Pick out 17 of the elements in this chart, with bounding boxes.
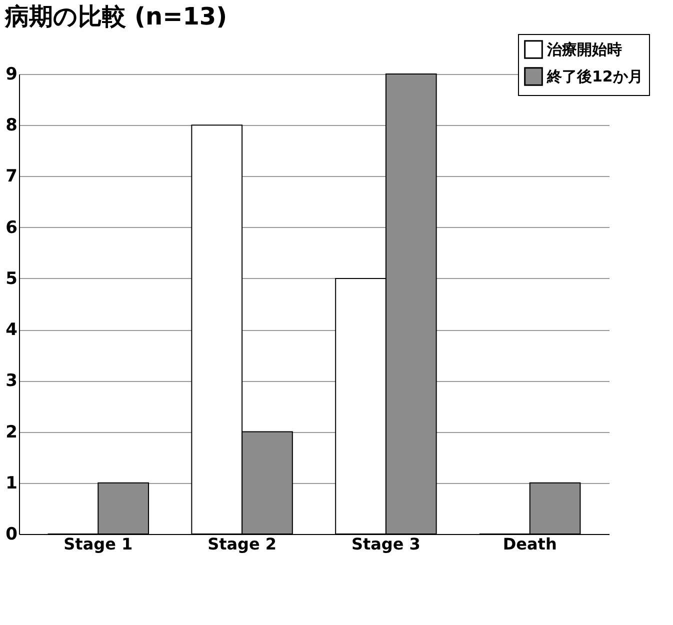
y-tick-label: 8 (6, 116, 18, 136)
y-tick-label: 7 (6, 166, 18, 187)
x-tick-label: Stage 3 (351, 534, 420, 554)
y-tick-label: 0 (6, 524, 18, 544)
y-tick-label: 9 (6, 64, 18, 84)
y-tick-label: 2 (6, 422, 18, 442)
x-tick-label: Stage 1 (64, 534, 133, 554)
y-tick-label: 4 (6, 320, 18, 340)
y-tick-label: 3 (6, 371, 18, 392)
legend-label: 終了後12か月 (546, 68, 643, 86)
x-tick-label: Stage 2 (208, 534, 277, 554)
y-tick-label: 6 (6, 218, 18, 238)
chart-title: 病期の比較 (n=13) (4, 2, 228, 30)
y-tick-label: 1 (6, 473, 18, 494)
x-tick-label: Death (502, 534, 557, 554)
y-tick-label: 5 (6, 268, 18, 289)
legend-label: 治療開始時 (546, 40, 622, 58)
